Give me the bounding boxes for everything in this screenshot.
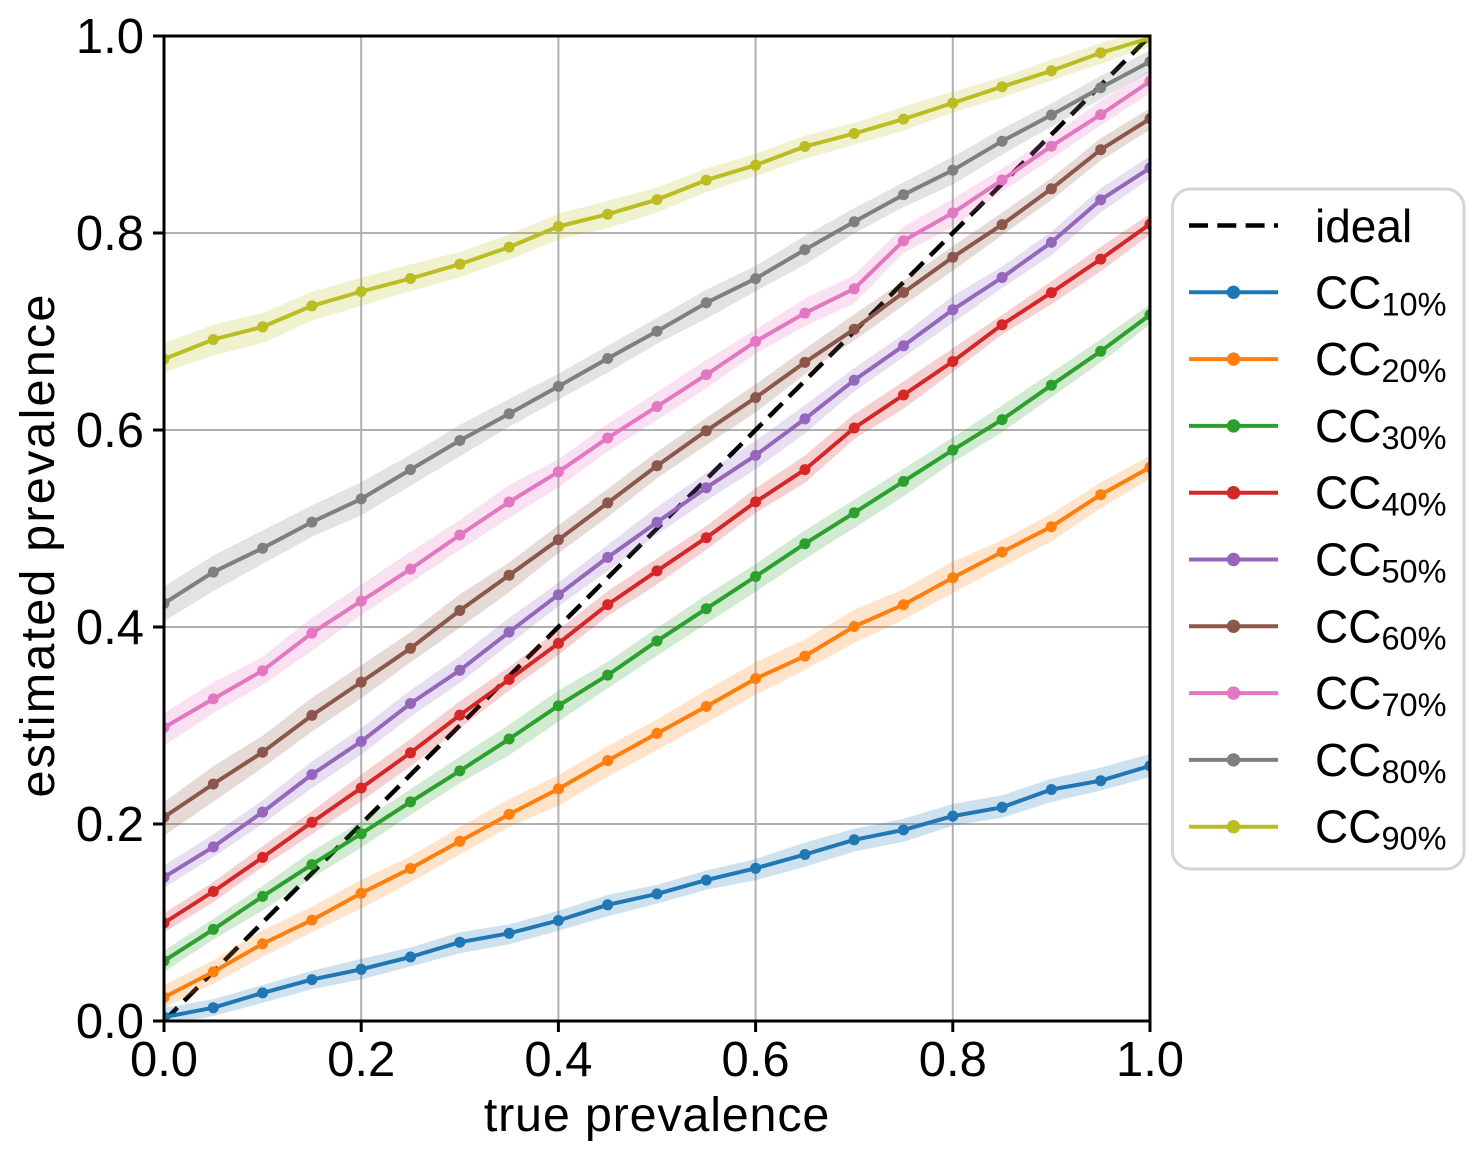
svg-text:ideal: ideal: [1315, 200, 1412, 252]
svg-text:0.0: 0.0: [76, 995, 144, 1049]
svg-text:estimated prevalence: estimated prevalence: [11, 292, 65, 797]
svg-text:0.0: 0.0: [130, 1033, 198, 1087]
svg-text:0.6: 0.6: [76, 404, 144, 458]
svg-text:0.8: 0.8: [919, 1033, 987, 1087]
svg-text:0.4: 0.4: [76, 601, 144, 655]
svg-text:0.2: 0.2: [327, 1033, 395, 1087]
svg-text:0.2: 0.2: [76, 798, 144, 852]
svg-text:0.8: 0.8: [76, 207, 144, 261]
svg-text:CC60%: CC60%: [1315, 600, 1447, 656]
svg-text:CC10%: CC10%: [1315, 266, 1447, 322]
svg-text:1.0: 1.0: [76, 10, 144, 64]
svg-text:0.6: 0.6: [722, 1033, 790, 1087]
svg-text:0.4: 0.4: [524, 1033, 592, 1087]
svg-text:1.0: 1.0: [1116, 1033, 1184, 1087]
svg-text:CC90%: CC90%: [1315, 801, 1447, 857]
svg-text:true prevalence: true prevalence: [484, 1088, 830, 1142]
